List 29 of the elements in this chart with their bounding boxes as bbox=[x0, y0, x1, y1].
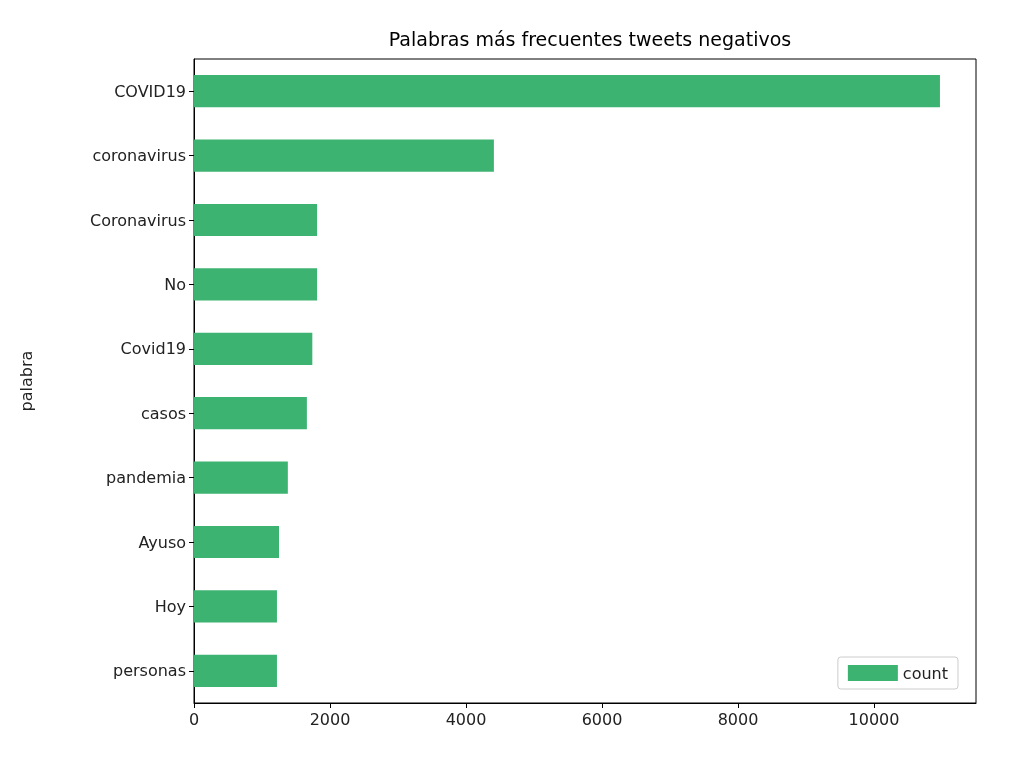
chart-title: Palabras más frecuentes tweets negativos bbox=[388, 27, 792, 50]
x-tick-label: 6000 bbox=[581, 709, 623, 729]
bar bbox=[194, 654, 277, 687]
bar bbox=[194, 268, 318, 301]
y-tick-label: Hoy bbox=[154, 596, 186, 616]
y-axis-title: palabra bbox=[16, 350, 36, 412]
y-tick-label: Covid19 bbox=[120, 339, 186, 359]
bar bbox=[194, 397, 307, 430]
bar bbox=[194, 139, 494, 172]
legend-label: count bbox=[902, 663, 948, 683]
y-tick-label: coronavirus bbox=[92, 146, 186, 166]
bar bbox=[194, 461, 288, 494]
bar bbox=[194, 590, 277, 623]
y-tick-label: personas bbox=[113, 661, 186, 681]
bar bbox=[194, 525, 279, 559]
x-tick-label: 10000 bbox=[848, 709, 900, 729]
x-tick-label: 4000 bbox=[445, 709, 487, 729]
y-tick-label: Coronavirus bbox=[90, 210, 186, 230]
x-tick-label: 8000 bbox=[717, 709, 759, 729]
y-tick-label: No bbox=[164, 274, 186, 294]
bar bbox=[194, 75, 940, 108]
y-tick-label: COVID19 bbox=[114, 81, 186, 101]
y-tick-label: Ayuso bbox=[138, 532, 186, 552]
bar bbox=[194, 332, 313, 365]
x-tick-label: 2000 bbox=[309, 709, 351, 729]
y-tick-label: pandemia bbox=[106, 468, 186, 488]
y-tick-label: casos bbox=[140, 403, 186, 423]
bar bbox=[194, 203, 318, 237]
x-tick-label: 0 bbox=[188, 709, 200, 729]
